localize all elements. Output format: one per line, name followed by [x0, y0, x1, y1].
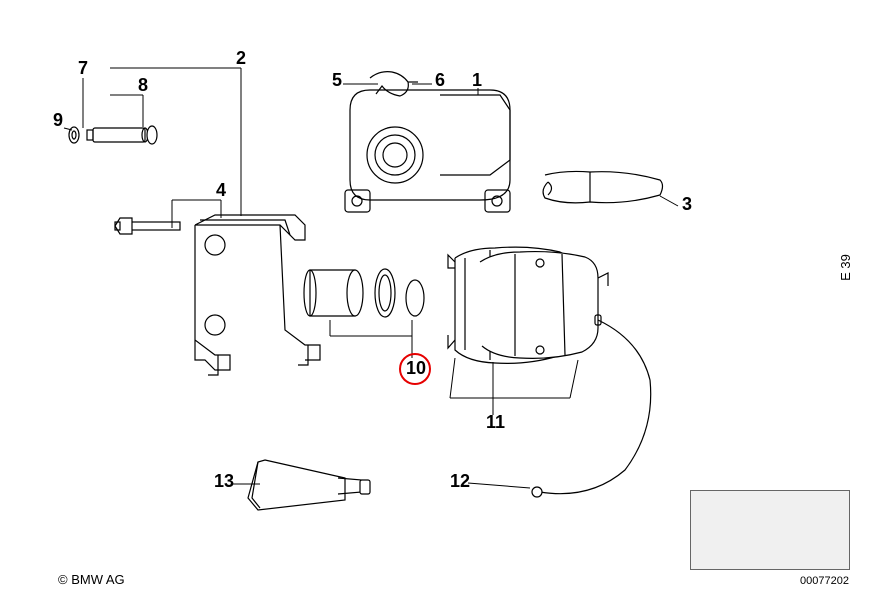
label-10-highlighted: 10	[406, 358, 426, 379]
part-10-piston	[304, 269, 424, 317]
label-9: 9	[53, 110, 63, 131]
label-4: 4	[216, 180, 226, 201]
label-8: 8	[138, 75, 148, 96]
part-11-brake-pads	[448, 247, 608, 363]
part-4-bolt	[115, 218, 180, 234]
label-6: 6	[435, 70, 445, 91]
part-13-grease-tube	[248, 460, 370, 510]
copyright-text: © BMW AG	[58, 572, 125, 587]
part-3-spring-clip	[543, 171, 662, 202]
label-11: 11	[486, 412, 505, 433]
vehicle-thumbnail	[690, 490, 850, 570]
label-12: 12	[450, 471, 470, 492]
parts-diagram: 1 2 3 4 5 6 7 8 9 10 11 12 13 E 39 © BMW…	[0, 0, 889, 605]
label-13: 13	[214, 471, 234, 492]
part-1-caliper-body	[345, 90, 510, 212]
part-7-8-guide-pin	[87, 126, 157, 144]
label-5: 5	[332, 70, 342, 91]
label-1: 1	[472, 70, 482, 91]
model-code: E 39	[838, 254, 853, 281]
image-id-text: 00077202	[800, 575, 849, 587]
part-2-bracket	[195, 215, 320, 375]
label-2: 2	[236, 48, 246, 69]
label-3: 3	[682, 194, 692, 215]
label-7: 7	[78, 58, 88, 79]
